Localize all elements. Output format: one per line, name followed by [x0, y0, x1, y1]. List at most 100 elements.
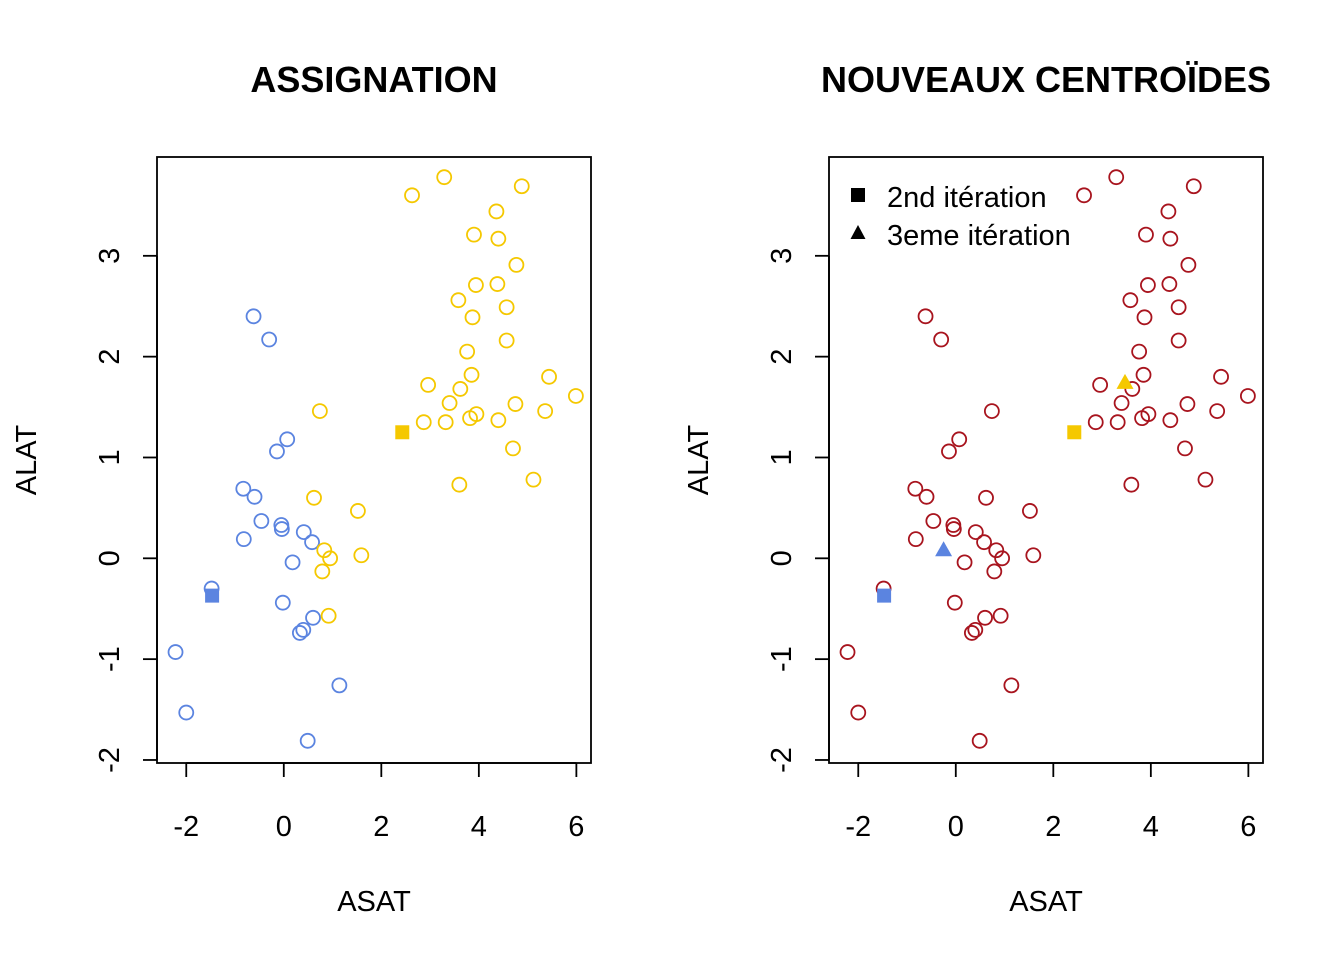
- data-point: [1213, 368, 1229, 385]
- data-point: [994, 550, 1011, 567]
- data-point: [261, 331, 278, 348]
- data-point: [850, 704, 867, 721]
- centroid-triangle: [1116, 373, 1134, 389]
- data-point: [1123, 476, 1140, 493]
- x-axis-label: ASAT: [337, 886, 411, 918]
- data-point: [488, 203, 505, 220]
- data-point: [235, 480, 252, 497]
- data-point: [350, 503, 366, 519]
- data-point: [946, 594, 963, 611]
- data-point: [316, 542, 333, 559]
- data-point: [986, 563, 1003, 580]
- data-point: [951, 431, 968, 448]
- data-point: [441, 395, 458, 411]
- x-tick-label: 4: [1143, 811, 1159, 843]
- data-point: [941, 443, 957, 460]
- data-point: [1160, 203, 1177, 220]
- axis-ticks: -2 0 2 4 6 -2 -1 0 1 2 3: [766, 248, 1256, 843]
- data-point: [1087, 414, 1104, 431]
- data-point: [246, 488, 263, 505]
- data-point: [420, 376, 437, 393]
- panel-nouveaux-centroides: NOUVEAUX CENTROÏDES -2 0 2 4 6 -2 -1 0 1 2 3 2nd i…: [683, 59, 1271, 918]
- data-point: [314, 563, 331, 580]
- data-point: [1170, 332, 1187, 349]
- data-point: [567, 388, 584, 404]
- centroid-triangle: [935, 541, 953, 557]
- y-axis-label: ALAT: [11, 425, 43, 496]
- data-point: [917, 308, 934, 325]
- data-point: [466, 226, 482, 243]
- chart-title: NOUVEAUX CENTROÏDES: [821, 59, 1271, 100]
- data-point: [907, 480, 924, 497]
- y-tick-label: 0: [766, 550, 798, 566]
- data-point: [274, 594, 291, 611]
- data-point: [971, 732, 988, 749]
- data-point: [1113, 395, 1130, 411]
- y-tick-label: 2: [94, 349, 126, 365]
- data-point: [1122, 292, 1139, 309]
- data-point: [1124, 381, 1141, 397]
- y-tick-label: 2: [766, 349, 798, 365]
- axis-ticks: -2 0 2 4 6 -2 -1 0 1 2 3: [94, 248, 584, 843]
- data-point: [1108, 169, 1125, 186]
- data-point: [537, 403, 554, 419]
- data-point: [983, 403, 1000, 419]
- data-point: [1136, 309, 1153, 326]
- centroid-markers: [877, 373, 1134, 603]
- data-point: [459, 343, 476, 360]
- data-point: [404, 187, 420, 204]
- data-point: [353, 547, 370, 564]
- data-point: [322, 550, 339, 567]
- legend: 2nd itération 3eme itération: [850, 182, 1071, 252]
- y-tick-label: 3: [766, 248, 798, 264]
- data-point: [1135, 366, 1152, 383]
- data-point: [1161, 276, 1178, 292]
- data-point: [284, 554, 301, 571]
- data-point: [1003, 677, 1020, 694]
- data-point: [299, 732, 316, 749]
- data-point: [1170, 299, 1187, 316]
- data-point: [295, 524, 312, 540]
- centroid-square: [1067, 425, 1082, 440]
- data-point: [462, 410, 478, 427]
- data-point: [513, 178, 530, 195]
- data-point: [1185, 178, 1202, 195]
- data-point: [1177, 440, 1193, 457]
- centroid-square: [205, 588, 220, 603]
- y-tick-label: -1: [766, 646, 798, 672]
- data-point: [490, 230, 507, 247]
- x-tick-label: 6: [568, 811, 584, 843]
- data-point: [1209, 403, 1226, 419]
- x-tick-label: 6: [1240, 811, 1256, 843]
- data-point: [1179, 396, 1196, 412]
- legend-label: 3eme itération: [887, 220, 1071, 252]
- y-tick-label: -1: [94, 646, 126, 672]
- data-point: [463, 366, 480, 383]
- data-point: [498, 332, 515, 349]
- data-point: [489, 276, 506, 292]
- data-point: [508, 256, 525, 273]
- data-point: [1239, 388, 1256, 404]
- data-point: [1162, 230, 1179, 247]
- data-point: [1140, 277, 1156, 293]
- data-point: [464, 309, 481, 326]
- data-point: [1131, 343, 1148, 360]
- data-point: [1197, 471, 1214, 488]
- y-tick-label: -2: [766, 747, 798, 773]
- x-tick-label: 0: [276, 811, 292, 843]
- data-point: [1025, 547, 1042, 564]
- centroid-markers: [205, 425, 410, 603]
- data-points: [167, 169, 584, 749]
- chart-title: ASSIGNATION: [250, 59, 497, 100]
- data-point: [1134, 410, 1150, 427]
- data-point: [541, 368, 557, 385]
- y-tick-label: 3: [94, 248, 126, 264]
- x-tick-label: 0: [948, 811, 964, 843]
- data-point: [507, 396, 524, 412]
- data-point: [1162, 412, 1179, 429]
- data-point: [452, 381, 469, 397]
- data-point: [525, 471, 542, 488]
- data-point: [977, 609, 993, 626]
- x-tick-label: -2: [173, 811, 199, 843]
- data-point: [967, 622, 984, 638]
